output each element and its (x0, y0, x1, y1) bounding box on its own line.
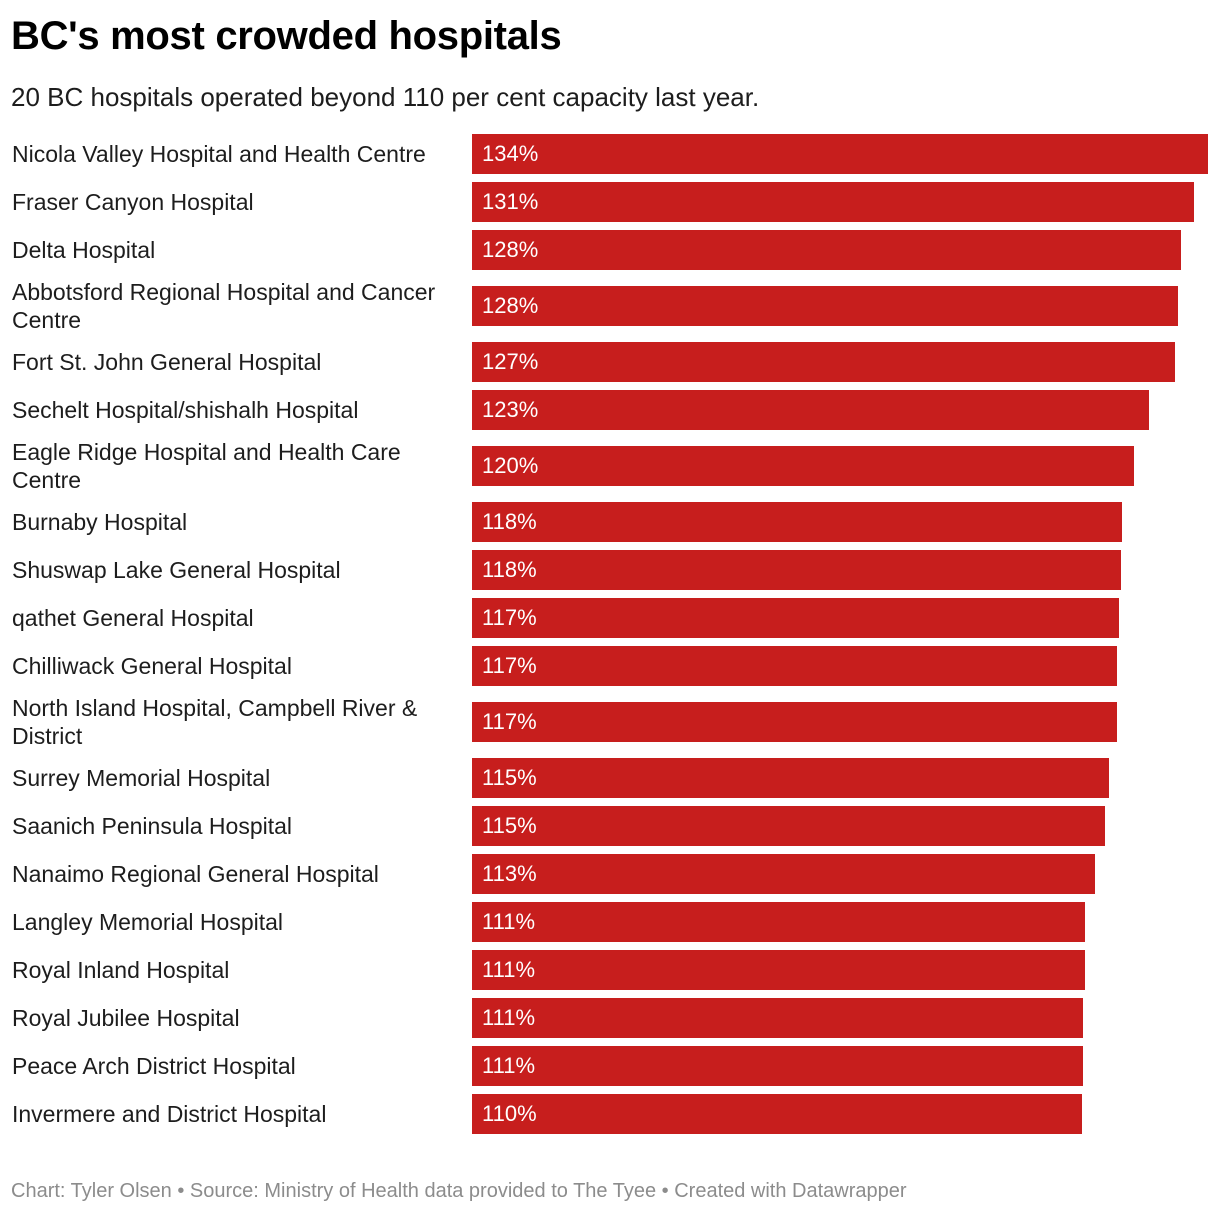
bar-value-label: 120% (482, 453, 539, 478)
bar: 118% (472, 502, 1122, 542)
bar-value-label: 110% (482, 1101, 537, 1126)
bar-value-label: 127% (482, 349, 539, 374)
category-label: Nanaimo Regional General Hospital (12, 861, 379, 887)
bar-row: Surrey Memorial Hospital 115% (0, 758, 1220, 798)
category-label: Eagle Ridge Hospital and Health Care Cen… (12, 439, 401, 493)
bar: 134% (472, 134, 1208, 174)
bar-row: Fraser Canyon Hospital 131% (0, 182, 1220, 222)
bar: 118% (472, 550, 1121, 590)
bar-row: Shuswap Lake General Hospital 118% (0, 550, 1220, 590)
bar-value-label: 131% (482, 189, 539, 214)
bar-row: Delta Hospital 128% (0, 230, 1220, 270)
bar-row: qathet General Hospital 117% (0, 598, 1220, 638)
category-label: Abbotsford Regional Hospital and Cancer … (12, 279, 436, 333)
bar-row: Chilliwack General Hospital 117% (0, 646, 1220, 686)
bar: 120% (472, 446, 1134, 486)
category-label: Fraser Canyon Hospital (12, 189, 254, 215)
category-label: Delta Hospital (12, 237, 156, 263)
bar-row: Peace Arch District Hospital 111% (0, 1046, 1220, 1086)
bar-value-label: 117% (482, 653, 537, 678)
bar: 110% (472, 1094, 1082, 1134)
bar-value-label: 115% (482, 765, 537, 790)
bar-row: Langley Memorial Hospital 111% (0, 902, 1220, 942)
category-label: Nicola Valley Hospital and Health Centre (12, 141, 426, 167)
bar-value-label: 111% (482, 1005, 536, 1030)
bar-value-label: 115% (482, 813, 537, 838)
bar-row: Sechelt Hospital/shishalh Hospital 123% (0, 390, 1220, 430)
bar-row: Nicola Valley Hospital and Health Centre… (0, 134, 1220, 174)
bar-value-label: 111% (482, 1053, 536, 1078)
bar-row: Fort St. John General Hospital 127% (0, 342, 1220, 382)
bar-value-label: 118% (482, 557, 537, 582)
category-label: Burnaby Hospital (12, 509, 188, 535)
chart-subtitle: 20 BC hospitals operated beyond 110 per … (11, 82, 760, 112)
bar-value-label: 128% (482, 237, 539, 262)
bar-value-label: 123% (482, 397, 539, 422)
category-label: Peace Arch District Hospital (12, 1053, 296, 1079)
bar-value-label: 128% (482, 293, 539, 318)
bar-row: North Island Hospital, Campbell River & … (0, 694, 1220, 750)
bar-value-label: 111% (482, 957, 536, 982)
category-label: Saanich Peninsula Hospital (12, 813, 293, 839)
chart-title: BC's most crowded hospitals (11, 14, 562, 58)
category-label: Royal Jubilee Hospital (12, 1005, 240, 1031)
bar: 111% (472, 1046, 1083, 1086)
category-label: Royal Inland Hospital (12, 957, 230, 983)
bar-value-label: 117% (482, 605, 537, 630)
bar-value-label: 134% (482, 141, 539, 166)
bar: 111% (472, 902, 1085, 942)
category-label: Shuswap Lake General Hospital (12, 557, 341, 583)
bar-row: Royal Jubilee Hospital 111% (0, 998, 1220, 1038)
category-label: Chilliwack General Hospital (12, 653, 292, 679)
bar-row: Invermere and District Hospital 110% (0, 1094, 1220, 1134)
category-label: Fort St. John General Hospital (12, 349, 322, 375)
category-label: North Island Hospital, Campbell River & … (12, 695, 418, 749)
bar-value-label: 111% (482, 909, 536, 934)
category-label: Sechelt Hospital/shishalh Hospital (12, 397, 359, 423)
bar: 111% (472, 998, 1083, 1038)
bar-row: Saanich Peninsula Hospital 115% (0, 806, 1220, 846)
chart-footer: Chart: Tyler Olsen • Source: Ministry of… (11, 1180, 907, 1202)
bar-value-label: 117% (482, 709, 537, 734)
bar: 117% (472, 646, 1117, 686)
bar: 117% (472, 598, 1119, 638)
bar-row: Eagle Ridge Hospital and Health Care Cen… (0, 438, 1220, 494)
bar: 115% (472, 758, 1109, 798)
bar-row: Nanaimo Regional General Hospital 113% (0, 854, 1220, 894)
bar-value-label: 118% (482, 509, 537, 534)
bar-row: Burnaby Hospital 118% (0, 502, 1220, 542)
category-label: Langley Memorial Hospital (12, 909, 284, 935)
category-label: Invermere and District Hospital (12, 1101, 327, 1127)
bar: 111% (472, 950, 1085, 990)
bar: 131% (472, 182, 1194, 222)
category-label: Surrey Memorial Hospital (12, 765, 271, 791)
bar: 128% (472, 230, 1181, 270)
bar: 115% (472, 806, 1105, 846)
bar: 123% (472, 390, 1149, 430)
bar: 113% (472, 854, 1095, 894)
bar: 128% (472, 286, 1178, 326)
bar: 117% (472, 702, 1117, 742)
bar-value-label: 113% (482, 861, 537, 886)
bar-row: Royal Inland Hospital 111% (0, 950, 1220, 990)
bar-row: Abbotsford Regional Hospital and Cancer … (0, 278, 1220, 334)
category-label: qathet General Hospital (12, 605, 254, 631)
bar: 127% (472, 342, 1175, 382)
